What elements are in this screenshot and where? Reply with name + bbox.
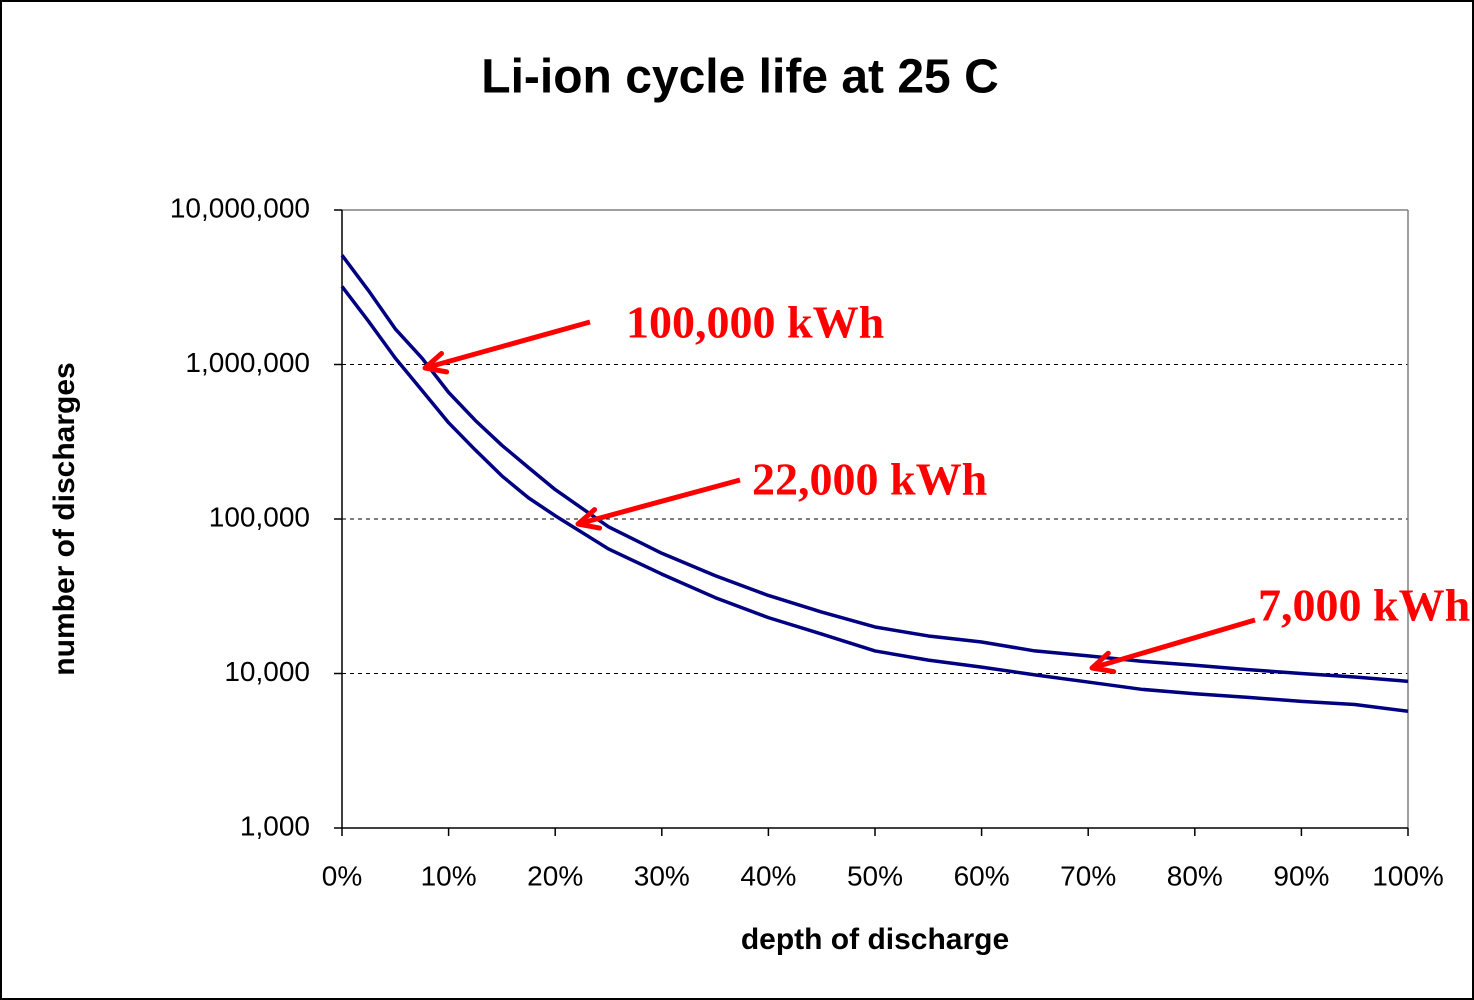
- x-tick-label: 60%: [954, 860, 1010, 891]
- y-tick-label: 10,000: [224, 656, 310, 687]
- y-tick-label: 1,000,000: [185, 347, 310, 378]
- annotation: 22,000 kWh: [752, 454, 987, 505]
- annotation-arrow: [1091, 617, 1256, 671]
- x-axis-label: depth of discharge: [741, 923, 1009, 956]
- y-tick-label: 1,000: [240, 810, 310, 841]
- y-axis-label: number of discharges: [48, 362, 81, 675]
- x-tick-label: 30%: [634, 860, 690, 891]
- x-tick-label: 80%: [1167, 860, 1223, 891]
- x-tick-label: 40%: [740, 860, 796, 891]
- y-tick-label: 10,000,000: [170, 192, 310, 223]
- y-tick-label: 100,000: [209, 501, 310, 532]
- annotation-arrow: [577, 477, 741, 527]
- annotation-arrowhead: [422, 350, 450, 375]
- x-tick-label: 70%: [1060, 860, 1116, 891]
- annotation: 100,000 kWh: [626, 297, 884, 348]
- x-tick-label: 20%: [527, 860, 583, 891]
- x-tick-label: 90%: [1273, 860, 1329, 891]
- annotation-arrowhead: [1089, 650, 1117, 675]
- annotation: 7,000 kWh: [1258, 580, 1470, 631]
- x-tick-label: 0%: [322, 860, 362, 891]
- x-tick-label: 50%: [847, 860, 903, 891]
- line-series: [340, 285, 1409, 713]
- chart-title: Li-ion cycle life at 25 C: [481, 51, 999, 104]
- line-series: [340, 254, 1409, 684]
- annotation-arrowhead: [575, 507, 603, 531]
- x-tick-label: 10%: [421, 860, 477, 891]
- x-tick-label: 100%: [1372, 860, 1444, 891]
- annotation-arrow: [424, 319, 591, 371]
